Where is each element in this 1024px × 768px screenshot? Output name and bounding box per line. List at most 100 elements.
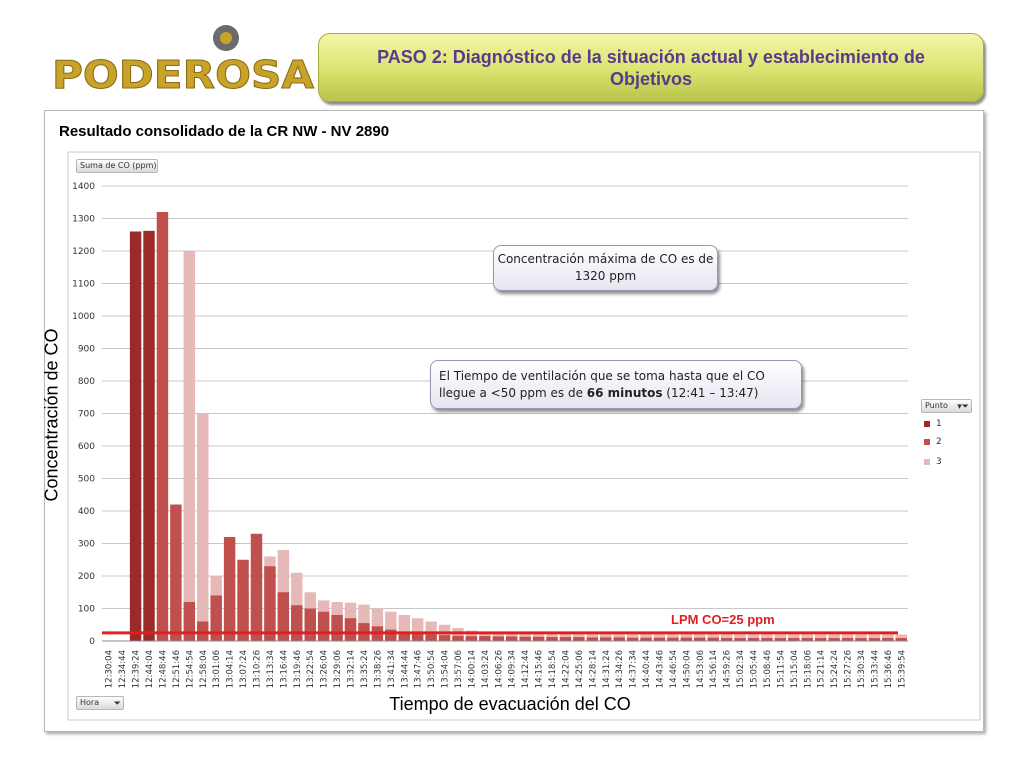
y-tick-label: 800 bbox=[78, 377, 95, 387]
y-tick-label: 100 bbox=[78, 605, 95, 615]
legend-swatch-2 bbox=[924, 438, 930, 445]
bar-series-2-32 bbox=[532, 636, 545, 641]
x-tick-label: 14:12:44 bbox=[521, 650, 531, 688]
bar-series-2-9 bbox=[223, 537, 236, 641]
x-tick-label: 15:08:46 bbox=[763, 650, 773, 688]
y-tick-labels: 0 100 200 300 400 500 600 700 800 900 1000 1100 1200… bbox=[72, 182, 95, 647]
logo-graphic: PODEROSA bbox=[52, 25, 315, 98]
x-tick-label: 14:00:14 bbox=[467, 650, 477, 688]
bar-series-3-19 bbox=[358, 604, 370, 641]
x-tick-label: 14:53:06 bbox=[696, 650, 706, 688]
bar-series-2-13 bbox=[277, 592, 290, 641]
bar-series-2-38 bbox=[613, 637, 625, 641]
x-tick-label: 15:39:54 bbox=[897, 650, 907, 688]
bar-series-3-51 bbox=[788, 634, 800, 641]
funnel-icon[interactable]: ⏷ bbox=[113, 699, 121, 709]
y-tick-label: 600 bbox=[78, 442, 95, 452]
x-tick-labels: 12:30:04 12:34:44 12:39:24 12:44:04 12:48:44… bbox=[102, 640, 908, 688]
bar-series-2-15 bbox=[304, 608, 316, 641]
bar-series-2-53 bbox=[814, 638, 827, 641]
x-tick-label: 13:10:26 bbox=[252, 650, 262, 688]
max-concentration-text: Concentración máxima de CO es de 1320 pp… bbox=[497, 252, 714, 283]
bar-series-2-16 bbox=[317, 611, 330, 641]
bar-series-3-27 bbox=[465, 630, 478, 641]
x-tick-label: 15:30:34 bbox=[857, 650, 867, 688]
bar-series-3-56 bbox=[855, 634, 867, 641]
x-tick-label: 13:50:54 bbox=[427, 650, 437, 688]
bar-series-3-47 bbox=[734, 634, 746, 641]
x-tick-label: 15:36:46 bbox=[884, 650, 894, 688]
panel-title: Resultado consolidado de la CR NW - NV 2… bbox=[59, 123, 390, 140]
logo-dot bbox=[220, 32, 232, 44]
bar-series-2-59 bbox=[895, 638, 907, 641]
bar-series-3-54 bbox=[828, 634, 840, 641]
x-tick-label: 12:54:54 bbox=[185, 650, 195, 688]
bar-series-2-14 bbox=[291, 605, 303, 641]
bar-series-2-35 bbox=[573, 637, 585, 641]
x-tick-label: 14:15:46 bbox=[535, 650, 545, 688]
x-tick-label: 13:57:06 bbox=[454, 650, 464, 688]
bar-series-2-30 bbox=[506, 636, 518, 641]
x-tick-label: 13:29:06 bbox=[333, 650, 343, 688]
bar-series-2-54 bbox=[828, 638, 840, 641]
bar-series-2-18 bbox=[344, 618, 357, 641]
x-tick-label: 13:44:44 bbox=[400, 650, 410, 688]
y-tick-label: 400 bbox=[78, 507, 95, 517]
y-tick-label: 700 bbox=[78, 410, 95, 420]
bar-series-3-53 bbox=[814, 634, 827, 641]
bar-series-3-58 bbox=[882, 634, 894, 641]
bar-series-3-48 bbox=[747, 634, 760, 641]
x-tick-label: 13:04:14 bbox=[226, 650, 236, 688]
x-tick-label: 12:39:24 bbox=[132, 650, 142, 688]
x-tick-label: 13:32:14 bbox=[347, 650, 357, 688]
funnel-icon[interactable]: ▾⏷ bbox=[957, 402, 969, 412]
ventilation-time-callout: El Tiempo de ventilación que se toma has… bbox=[430, 360, 802, 409]
bar-series-1-2 bbox=[129, 231, 142, 641]
bar-series-2-57 bbox=[868, 638, 881, 641]
bar-series-2-26 bbox=[452, 635, 464, 641]
poderosa-logo: PODEROSA bbox=[48, 20, 318, 100]
x-tick-label: 13:35:24 bbox=[360, 650, 370, 688]
bar-series-3-57 bbox=[868, 634, 881, 641]
x-tick-label: 14:28:14 bbox=[588, 650, 598, 688]
x-tick-label: 15:15:04 bbox=[790, 650, 800, 688]
bar-series-2-42 bbox=[667, 637, 679, 641]
bar-series-2-25 bbox=[438, 635, 451, 641]
y-tick-label: 1000 bbox=[72, 312, 95, 322]
axis-field-label: Hora bbox=[80, 698, 100, 707]
x-tick-label: 12:34:44 bbox=[118, 650, 128, 688]
x-tick-label: 14:37:34 bbox=[629, 650, 639, 688]
bar-series-3-49 bbox=[761, 634, 773, 641]
bar-series-2-11 bbox=[250, 533, 263, 641]
bar-series-2-7 bbox=[197, 621, 209, 641]
x-tick-label: 13:38:26 bbox=[373, 650, 383, 688]
x-tick-label: 13:01:06 bbox=[212, 650, 222, 688]
legend-field-button[interactable]: Punto ▾⏷ bbox=[921, 399, 972, 413]
x-tick-label: 13:16:44 bbox=[279, 650, 289, 688]
bar-series-3-20 bbox=[371, 608, 384, 641]
bar-series-2-46 bbox=[720, 638, 733, 641]
bar-series-2-10 bbox=[237, 559, 249, 641]
bar-series-2-24 bbox=[425, 634, 437, 641]
y-tick-label: 0 bbox=[89, 637, 95, 647]
x-tick-label: 14:59:26 bbox=[723, 650, 733, 688]
bar-series-2-23 bbox=[411, 633, 424, 641]
x-tick-label: 14:18:54 bbox=[548, 650, 558, 688]
bar-series-2-48 bbox=[747, 638, 760, 641]
x-tick-label: 15:21:14 bbox=[817, 650, 827, 688]
x-tick-label: 15:18:06 bbox=[803, 650, 813, 688]
y-tick-label: 300 bbox=[78, 540, 95, 550]
x-tick-label: 14:56:14 bbox=[709, 650, 719, 688]
x-tick-label: 14:06:26 bbox=[494, 650, 504, 688]
x-tick-label: 12:58:04 bbox=[199, 650, 209, 688]
bar-series-2-45 bbox=[707, 637, 719, 641]
legend-item-3: 3 bbox=[924, 457, 942, 467]
bar-series-2-36 bbox=[586, 637, 599, 641]
y-tick-label: 200 bbox=[78, 572, 95, 582]
value-field-button[interactable]: Suma de CO (ppm) bbox=[76, 159, 158, 173]
x-tick-label: 12:48:44 bbox=[158, 650, 168, 688]
bar-series-3-24 bbox=[425, 621, 437, 641]
axis-field-button[interactable]: Hora ⏷ bbox=[76, 696, 124, 710]
x-tick-label: 14:31:24 bbox=[602, 650, 612, 688]
x-tick-label: 12:30:04 bbox=[105, 650, 115, 688]
